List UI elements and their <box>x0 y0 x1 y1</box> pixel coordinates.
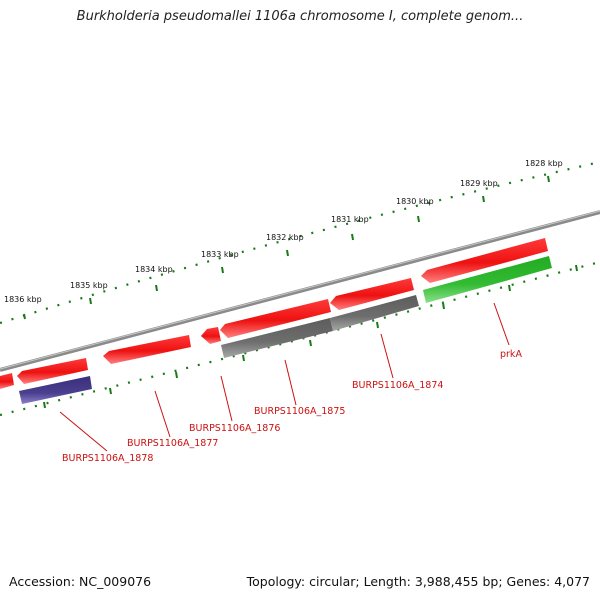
gene-label[interactable]: BURPS1106A_1875 <box>254 406 345 417</box>
gene-label[interactable]: BURPS1106A_1878 <box>62 453 153 464</box>
ruler-label: 1831 kbp <box>331 215 369 224</box>
ruler-tick <box>155 284 158 292</box>
gene-arrow-reverse[interactable] <box>221 318 333 358</box>
ruler-tick <box>89 297 92 305</box>
ruler-label: 1835 kbp <box>70 281 108 290</box>
map-title: Burkholderia pseudomallei 1106a chromoso… <box>76 9 524 24</box>
accession-text: Accession: NC_009076 <box>9 574 152 589</box>
ruler-tick <box>43 401 46 409</box>
ruler-label: 1828 kbp <box>525 159 563 168</box>
ruler-tick <box>309 339 312 347</box>
ruler-tick <box>417 215 420 223</box>
ruler-label: 1829 kbp <box>460 179 498 188</box>
label-leaders <box>59 302 510 452</box>
gene-arrow-forward[interactable] <box>103 335 191 364</box>
gene-arrow-reverse[interactable] <box>423 256 552 303</box>
outer-ruler <box>0 160 600 325</box>
leader-line <box>284 359 297 406</box>
gene-arrow-reverse[interactable] <box>19 376 92 404</box>
ruler-label: 1833 kbp <box>201 250 239 259</box>
ruler-labels: 1836 kbp 1835 kbp 1834 kbp 1833 kbp 1832… <box>4 159 563 304</box>
gene-arrow-forward[interactable] <box>17 358 88 384</box>
ruler-tick <box>351 233 354 241</box>
leader-line <box>493 302 510 346</box>
gene-arrow-forward[interactable] <box>201 327 221 344</box>
ruler-tick <box>242 354 245 362</box>
genome-summary: Topology: circular; Length: 3,988,455 bp… <box>246 574 590 589</box>
gene-arrow-forward[interactable] <box>421 238 548 283</box>
forward-strand-genes <box>0 238 548 389</box>
leader-line <box>380 333 394 379</box>
ruler-tick <box>482 195 485 203</box>
ruler-tick <box>442 302 445 310</box>
inner-ruler <box>0 260 600 417</box>
ruler-tick <box>547 175 550 183</box>
ruler-label: 1832 kbp <box>266 233 304 242</box>
leader-line <box>220 375 233 422</box>
gene-arrow-forward[interactable] <box>220 299 331 338</box>
ruler-tick <box>286 249 289 257</box>
gene-arrow-forward[interactable] <box>330 278 414 310</box>
leader-line <box>154 390 171 438</box>
ruler-label: 1834 kbp <box>135 265 173 274</box>
gene-label[interactable]: BURPS1106A_1877 <box>127 438 218 449</box>
gene-label[interactable]: BURPS1106A_1876 <box>189 423 280 434</box>
ruler-tick <box>175 371 178 379</box>
ruler-tick <box>575 264 578 272</box>
gene-arrow-forward[interactable] <box>0 373 14 389</box>
leader-line <box>59 411 108 452</box>
ruler-label: 1836 kbp <box>4 295 42 304</box>
ruler-tick <box>508 284 511 292</box>
ruler-tick <box>221 266 224 274</box>
ruler-tick <box>109 387 112 395</box>
gene-label[interactable]: prkA <box>500 349 522 360</box>
gene-arrow-reverse[interactable] <box>330 295 419 331</box>
gene-labels: BURPS1106A_1878 BURPS1106A_1877 BURPS110… <box>62 349 522 464</box>
gene-label[interactable]: BURPS1106A_1874 <box>352 380 443 391</box>
ruler-tick <box>23 313 26 320</box>
reverse-strand-genes <box>19 256 552 404</box>
ruler-label: 1830 kbp <box>396 197 434 206</box>
ruler-tick <box>376 321 379 329</box>
